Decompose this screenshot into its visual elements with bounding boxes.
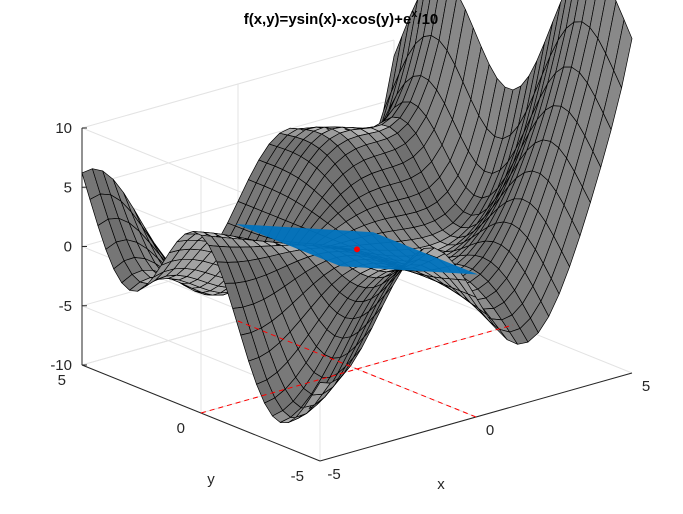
y-tick-label: 5 <box>58 372 66 389</box>
z-tick-label: 10 <box>55 120 72 137</box>
surface-patch <box>565 0 579 29</box>
x-axis-label: x <box>437 476 445 493</box>
z-tick-label: 0 <box>64 239 72 256</box>
surface-patch <box>581 0 596 28</box>
z-tick-label: 5 <box>64 179 72 196</box>
surface-mesh <box>81 0 633 423</box>
tangent-plane <box>236 224 478 275</box>
point-guide-lines <box>200 320 514 418</box>
y-axis-label: y <box>207 471 215 488</box>
chart-title: f(x,y)=ysin(x)-xcos(y)+ex/10 <box>244 8 439 28</box>
surface-patch <box>557 0 572 41</box>
x-tick-label: 5 <box>642 378 650 395</box>
surface-patch <box>414 0 431 45</box>
axis-tick-labels: -10 -5 0 5 10 -5 0 5 -5 0 5 <box>50 120 650 485</box>
surface-patch <box>422 0 438 37</box>
tangent-point-marker <box>354 246 360 253</box>
y-tick-label: -5 <box>291 468 304 485</box>
surface-patch <box>613 19 633 89</box>
chart-title-tail: /10 <box>417 11 438 28</box>
x-tick-label: 0 <box>486 422 494 439</box>
surface-patch <box>573 0 587 23</box>
y-tick-label: 0 <box>177 420 185 437</box>
z-tick-label: -5 <box>59 298 72 315</box>
x-tick-label: -5 <box>327 466 340 483</box>
z-tick-label: -10 <box>50 357 72 374</box>
chart-title-main: f(x,y)=ysin(x)-xcos(y)+e <box>244 11 412 28</box>
guide-line-x0 <box>237 320 477 418</box>
chart-title-superscript: x <box>411 8 418 20</box>
